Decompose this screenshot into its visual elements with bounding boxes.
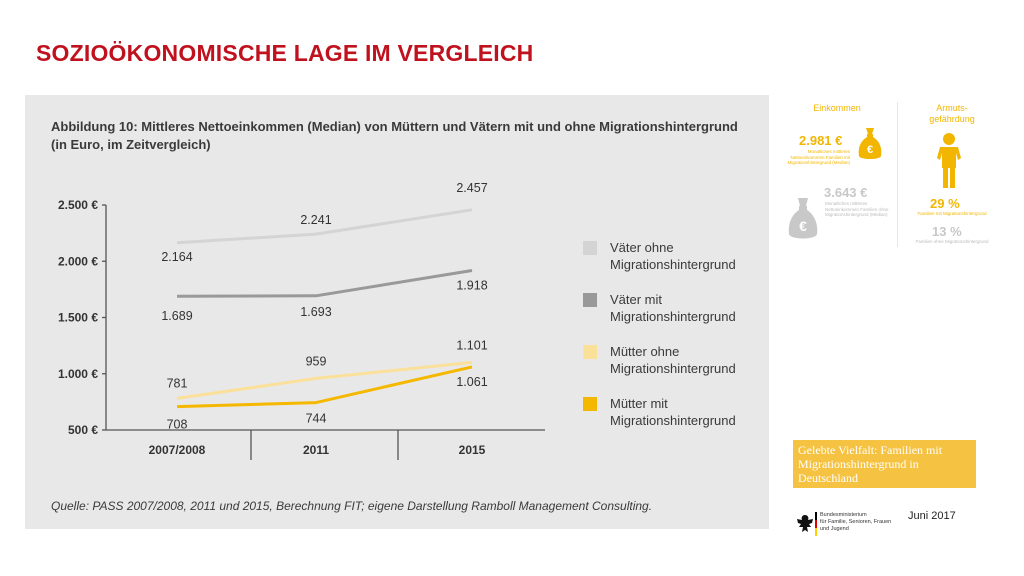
income-heading: Einkommen bbox=[813, 103, 861, 113]
legend-item-vaeter-mit: Väter mit Migrationshintergrund bbox=[583, 291, 780, 325]
ministry-name: Bundesministerium für Familie, Senioren,… bbox=[820, 512, 910, 533]
y-tick-label: 1.500 € bbox=[58, 311, 98, 325]
legend-item-vaeter-ohne: Väter ohne Migrationshintergrund bbox=[583, 239, 780, 273]
y-tick-label: 500 € bbox=[68, 423, 98, 437]
legend-swatch bbox=[583, 345, 597, 359]
poverty-risk-heading-line1: Armuts- bbox=[936, 103, 968, 113]
risk-without-value: 13 % bbox=[932, 224, 962, 239]
line-chart: 500 € 1.000 € 1.500 € 2.000 € 2.500 € 2007/20… bbox=[58, 181, 545, 460]
ministry-line2: für Familie, Senioren, Frauen bbox=[820, 519, 892, 525]
y-tick-label: 1.000 € bbox=[58, 367, 98, 381]
data-label: 1.693 bbox=[300, 305, 331, 319]
income-with-caption: Monatliches mittleres Nettoeinkommen Fam… bbox=[787, 149, 850, 165]
series-line-3 bbox=[176, 360, 473, 400]
series-line-4 bbox=[176, 365, 473, 409]
slide-title: SOZIOÖKONOMISCHE LAGE IM VERGLEICH bbox=[36, 40, 534, 66]
ministry-line1: Bundesministerium bbox=[820, 512, 867, 518]
risk-with-value: 29 % bbox=[930, 196, 960, 211]
data-label: 959 bbox=[306, 354, 327, 368]
legend-item-muetter-mit: Mütter mit Migrationshintergrund bbox=[583, 395, 780, 429]
ministry-logo: Bundesministerium für Familie, Senioren,… bbox=[796, 509, 906, 539]
data-label: 2.164 bbox=[161, 250, 192, 264]
money-bag-icon: € bbox=[858, 128, 882, 159]
legend-label: Mütter ohne Migrationshintergrund bbox=[610, 344, 736, 376]
x-tick-label: 2011 bbox=[303, 443, 329, 457]
euro-symbol: € bbox=[799, 218, 807, 234]
publication-title: Gelebte Vielfalt: Familien mit Migration… bbox=[798, 443, 943, 485]
series-line-2 bbox=[176, 269, 473, 298]
infographic: Einkommen Armuts- gefährdung 2.981 € Mon… bbox=[780, 96, 1000, 256]
income-without-value: 3.643 € bbox=[824, 185, 868, 200]
ministry-line3: und Jugend bbox=[820, 526, 849, 532]
data-label: 1.918 bbox=[456, 278, 487, 292]
chart-source: Quelle: PASS 2007/2008, 2011 und 2015, B… bbox=[51, 499, 653, 513]
publication-title-box: Gelebte Vielfalt: Familien mit Migration… bbox=[793, 440, 976, 488]
y-tick-label: 2.000 € bbox=[58, 254, 98, 268]
y-tick-label: 2.500 € bbox=[58, 198, 98, 212]
series-line-1 bbox=[176, 208, 473, 245]
person-icon bbox=[937, 133, 961, 188]
data-label: 1.101 bbox=[456, 338, 487, 352]
data-label: 708 bbox=[167, 418, 188, 432]
legend-label: Väter ohne Migrationshintergrund bbox=[610, 240, 736, 272]
poverty-risk-heading: Armuts- gefährdung bbox=[912, 103, 992, 125]
legend-swatch bbox=[583, 241, 597, 255]
income-without-caption: Monatliches mittleres Nettoeinkommen Fam… bbox=[825, 201, 889, 217]
x-tick-label: 2015 bbox=[459, 443, 486, 457]
data-label: 1.061 bbox=[456, 375, 487, 389]
risk-without-caption: Familien ohne Migrationshintergrund bbox=[915, 239, 989, 244]
legend-label: Mütter mit Migrationshintergrund bbox=[610, 396, 736, 428]
data-label: 2.241 bbox=[300, 213, 331, 227]
poverty-risk-heading-line2: gefährdung bbox=[929, 114, 975, 124]
data-label: 744 bbox=[306, 412, 327, 426]
data-label: 1.689 bbox=[161, 309, 192, 323]
money-bag-icon: € bbox=[788, 198, 818, 239]
chart-title: Abbildung 10: Mittleres Nettoeinkommen (… bbox=[51, 119, 738, 134]
income-with-value: 2.981 € bbox=[799, 133, 843, 148]
data-label: 781 bbox=[167, 376, 188, 390]
divider bbox=[897, 102, 898, 247]
legend-swatch bbox=[583, 397, 597, 411]
x-tick-label: 2007/2008 bbox=[149, 443, 206, 457]
flag-stripe bbox=[815, 512, 817, 536]
chart-subtitle: (in Euro, im Zeitvergleich) bbox=[51, 137, 211, 152]
legend-item-muetter-ohne: Mütter ohne Migrationshintergrund bbox=[583, 343, 780, 377]
legend-swatch bbox=[583, 293, 597, 307]
publication-date: Juni 2017 bbox=[908, 510, 956, 522]
euro-symbol: € bbox=[867, 144, 873, 156]
data-label: 2.457 bbox=[456, 181, 487, 195]
legend-label: Väter mit Migrationshintergrund bbox=[610, 292, 736, 324]
chart-figure: Abbildung 10: Mittleres Nettoeinkommen (… bbox=[25, 95, 769, 529]
risk-with-caption: Familien mit Migrationshintergrund bbox=[917, 211, 987, 216]
federal-eagle-icon bbox=[797, 515, 813, 532]
